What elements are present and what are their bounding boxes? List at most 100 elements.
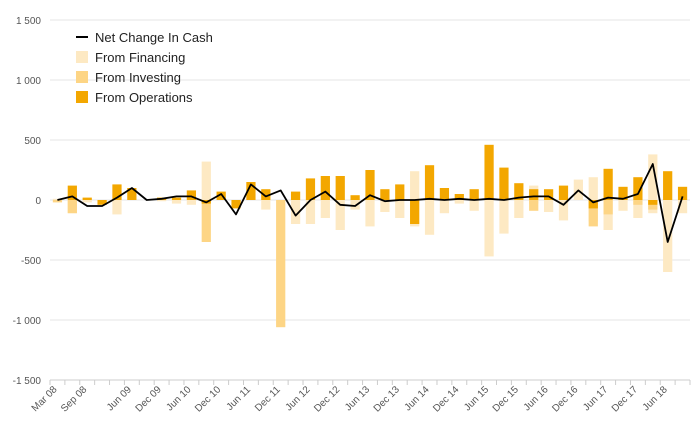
bar-2 xyxy=(261,189,271,200)
x-tick-label: Jun 11 xyxy=(225,384,254,413)
bar-0 xyxy=(499,200,509,234)
legend-item-investing[interactable]: From Investing xyxy=(76,67,213,87)
bar-2 xyxy=(380,189,390,200)
y-tick-label: 500 xyxy=(24,136,41,147)
bar-0 xyxy=(603,200,613,230)
bar-2 xyxy=(499,167,509,200)
bar-0 xyxy=(588,177,598,200)
bar-0 xyxy=(320,200,330,218)
bar-1 xyxy=(67,200,77,214)
bar-2 xyxy=(97,200,107,205)
bar-0 xyxy=(454,200,464,204)
y-tick-label: -500 xyxy=(21,256,41,267)
legend-label: Net Change In Cash xyxy=(95,29,213,45)
x-tick-label: Jun 12 xyxy=(284,384,313,413)
bar-0 xyxy=(484,200,494,257)
bar-2 xyxy=(439,188,450,200)
x-tick-label: Sep 08 xyxy=(59,384,89,414)
legend-swatch-operations xyxy=(76,91,88,103)
bar-2 xyxy=(469,189,479,200)
bar-0 xyxy=(261,200,271,210)
bar-2 xyxy=(410,200,420,224)
legend-swatch-investing xyxy=(76,71,88,83)
legend-label: From Operations xyxy=(95,89,193,105)
bar-2 xyxy=(558,185,569,200)
y-tick-label: 1 500 xyxy=(16,16,41,27)
bar-2 xyxy=(82,197,92,200)
bar-2 xyxy=(677,186,688,200)
bar-2 xyxy=(514,183,524,200)
x-tick-label: Jun 10 xyxy=(165,384,194,413)
x-tick-label: Dec 17 xyxy=(610,384,640,414)
bar-1 xyxy=(588,200,598,227)
y-tick-label: -1 000 xyxy=(13,316,42,327)
x-tick-label: Dec 11 xyxy=(253,384,283,414)
bar-2 xyxy=(231,200,241,209)
bar-0 xyxy=(82,200,92,203)
bar-2 xyxy=(186,190,197,200)
bar-0 xyxy=(186,200,197,205)
bar-0 xyxy=(618,200,628,211)
legend-swatch-financing xyxy=(76,51,88,63)
bar-2 xyxy=(395,184,405,200)
x-tick-label: Jun 09 xyxy=(105,384,134,413)
x-tick-label: Jun 17 xyxy=(581,384,610,413)
bar-0 xyxy=(290,200,301,224)
legend: Net Change In Cash From Financing From I… xyxy=(76,27,213,107)
bar-2 xyxy=(365,170,375,200)
x-tick-label: Jun 13 xyxy=(343,384,372,413)
bar-0 xyxy=(171,200,182,204)
bar-2 xyxy=(424,165,435,200)
bar-0 xyxy=(543,200,554,212)
bar-0 xyxy=(514,200,524,218)
bar-0 xyxy=(365,200,375,227)
bar-2 xyxy=(216,191,226,200)
x-tick-label: Dec 10 xyxy=(193,384,223,414)
bar-2 xyxy=(67,185,77,200)
legend-label: From Investing xyxy=(95,69,181,85)
bar-2 xyxy=(350,195,360,200)
bar-2 xyxy=(112,184,122,200)
legend-item-financing[interactable]: From Financing xyxy=(76,47,213,67)
x-tick-label: Jun 15 xyxy=(462,384,491,413)
bar-0 xyxy=(648,154,658,200)
x-tick-label: Jun 16 xyxy=(522,384,551,413)
x-tick-label: Dec 15 xyxy=(491,384,521,414)
bar-0 xyxy=(305,200,316,224)
bar-0 xyxy=(380,200,390,212)
x-tick-label: Dec 09 xyxy=(134,384,164,414)
bar-2 xyxy=(127,188,137,200)
legend-line-net-change xyxy=(76,36,88,38)
x-tick-label: Jun 14 xyxy=(403,384,432,413)
x-tick-label: Dec 16 xyxy=(550,384,580,414)
bar-1 xyxy=(603,200,613,215)
x-tick-label: Mar 08 xyxy=(30,384,60,414)
x-tick-label: Jun 18 xyxy=(641,384,670,413)
bar-0 xyxy=(335,200,345,230)
bar-2 xyxy=(529,189,539,200)
bar-2 xyxy=(543,189,554,200)
bar-2 xyxy=(290,191,301,200)
bar-2 xyxy=(633,177,643,200)
legend-label: From Financing xyxy=(95,49,186,65)
bar-0 xyxy=(677,200,688,214)
bar-0 xyxy=(112,200,122,215)
bar-2 xyxy=(663,171,673,200)
bar-2 xyxy=(246,182,256,200)
bar-1 xyxy=(276,200,286,328)
bar-2 xyxy=(588,200,598,209)
bar-0 xyxy=(424,200,435,235)
y-tick-label: 1 000 xyxy=(16,76,41,87)
bar-2 xyxy=(484,144,494,200)
series-line xyxy=(57,163,684,243)
x-tick-label: Dec 12 xyxy=(312,384,342,414)
bar-1 xyxy=(201,200,211,242)
bar-0 xyxy=(395,200,405,218)
legend-item-net-change[interactable]: Net Change In Cash xyxy=(76,27,213,47)
bar-0 xyxy=(663,200,673,272)
bar-2 xyxy=(603,168,613,200)
legend-item-operations[interactable]: From Operations xyxy=(76,87,213,107)
bar-0 xyxy=(157,200,167,202)
